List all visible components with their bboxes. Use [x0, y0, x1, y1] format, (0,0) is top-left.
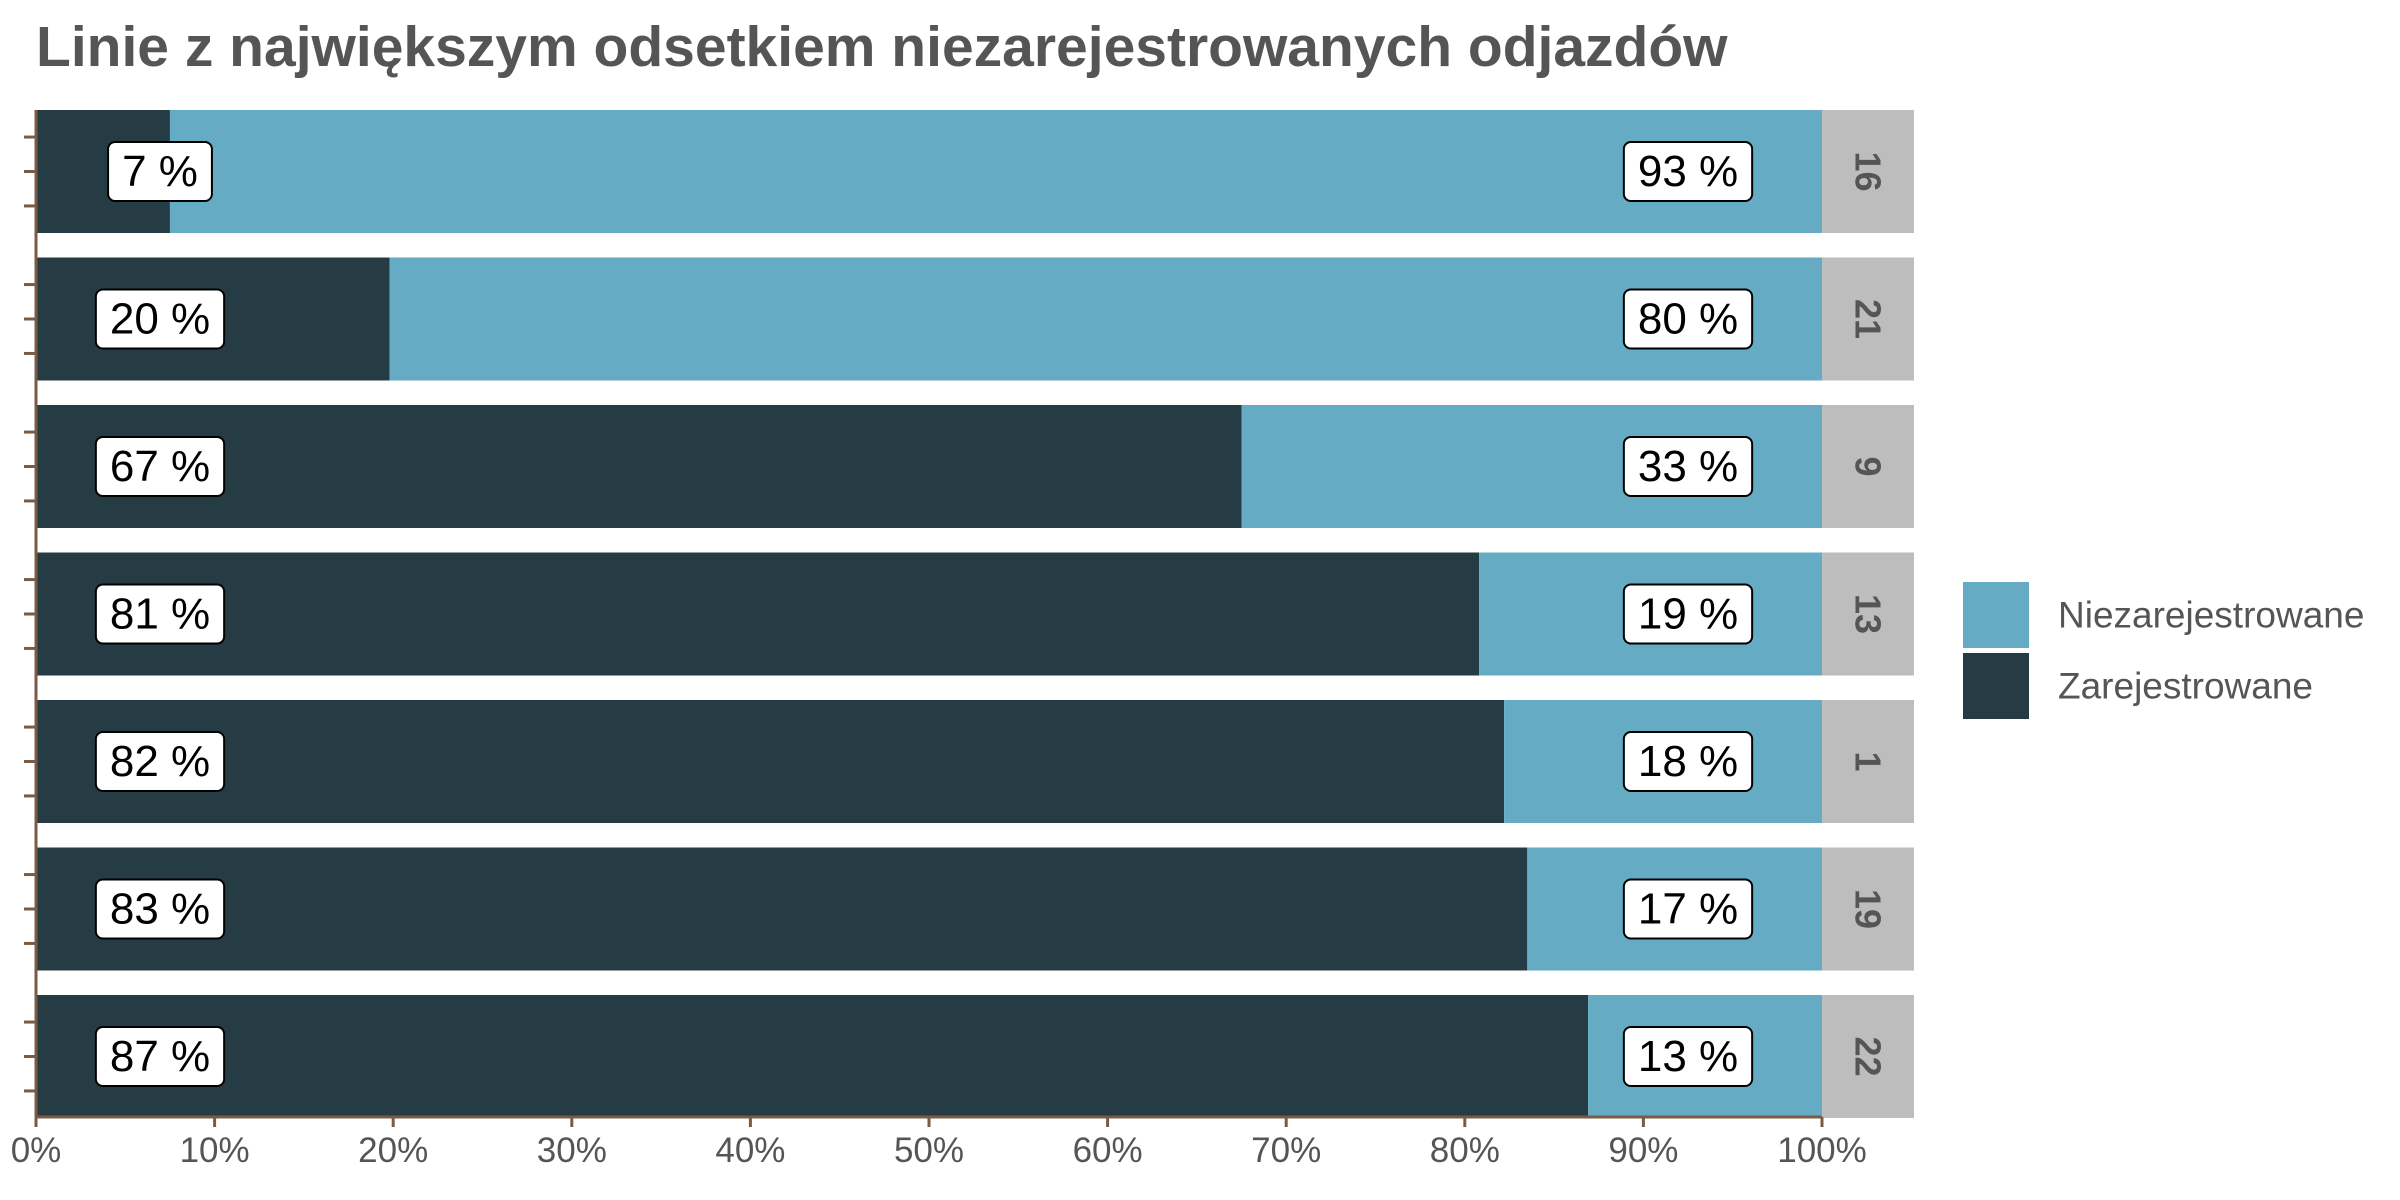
- facet-row: 13 81 % 19 %: [24, 552, 1914, 676]
- svg-text:93 %: 93 %: [1638, 147, 1738, 196]
- bar-niezarejestrowane: [169, 110, 1823, 233]
- facet-strip: [1822, 552, 1914, 676]
- x-tick-label: 20%: [358, 1131, 428, 1170]
- svg-text:81 %: 81 %: [110, 590, 210, 639]
- x-tick-label: 70%: [1251, 1131, 1321, 1170]
- x-tick-label: 0%: [11, 1131, 62, 1170]
- data-label-zarejestrowane: 7 %: [107, 141, 213, 202]
- facet-strip: [1822, 405, 1914, 528]
- facet-strip-label: 1: [1848, 751, 1889, 771]
- x-tick-label: 30%: [537, 1131, 607, 1170]
- data-label-zarejestrowane: 83 %: [94, 878, 226, 940]
- facet-strip: [1822, 995, 1914, 1118]
- bar-zarejestrowane: [36, 700, 1505, 823]
- facet-strip: [1822, 110, 1914, 233]
- svg-text:19 %: 19 %: [1638, 590, 1738, 639]
- chart-title: Linie z największym odsetkiem niezarejes…: [36, 15, 1728, 79]
- svg-text:82 %: 82 %: [110, 737, 210, 786]
- bar-zarejestrowane: [36, 995, 1589, 1118]
- svg-text:18 %: 18 %: [1638, 737, 1738, 786]
- x-tick-label: 50%: [894, 1131, 964, 1170]
- facet-strip: [1822, 257, 1914, 381]
- facet-row: 22 87 % 13 %: [24, 995, 1914, 1118]
- svg-text:17 %: 17 %: [1638, 885, 1738, 934]
- legend-label: Niezarejestrowane: [2058, 595, 2364, 636]
- svg-text:83 %: 83 %: [110, 885, 210, 934]
- data-label-niezarejestrowane: 80 %: [1622, 288, 1754, 350]
- facet-strip-label: 13: [1848, 594, 1889, 634]
- data-label-niezarejestrowane: 33 %: [1622, 436, 1754, 497]
- legend-swatch: [1963, 582, 2029, 648]
- svg-text:87 %: 87 %: [110, 1032, 210, 1081]
- bar-niezarejestrowane: [389, 257, 1823, 381]
- data-label-zarejestrowane: 87 %: [94, 1026, 226, 1087]
- facet-row: 9 67 % 33 %: [24, 405, 1914, 528]
- data-label-zarejestrowane: 81 %: [94, 583, 226, 645]
- svg-text:7 %: 7 %: [122, 147, 198, 196]
- facet-row: 19 83 % 17 %: [24, 847, 1914, 971]
- bar-zarejestrowane: [36, 552, 1480, 676]
- x-tick-label: 60%: [1073, 1131, 1143, 1170]
- facet-strip: [1822, 700, 1914, 823]
- facet-strip-label: 9: [1848, 456, 1889, 476]
- facet-strip-label: 19: [1848, 889, 1889, 929]
- x-tick-label: 90%: [1608, 1131, 1678, 1170]
- data-label-niezarejestrowane: 19 %: [1622, 583, 1754, 645]
- bar-zarejestrowane: [36, 405, 1242, 528]
- svg-text:20 %: 20 %: [110, 295, 210, 344]
- x-tick-label: 10%: [180, 1131, 250, 1170]
- data-label-zarejestrowane: 82 %: [94, 731, 226, 792]
- facet-strip-label: 22: [1848, 1036, 1889, 1076]
- facet-row: 1 82 % 18 %: [24, 700, 1914, 823]
- legend-item: Niezarejestrowane: [1963, 582, 2364, 648]
- chart-axes: 0% 10% 20% 30% 40% 50% 60% 70% 80% 90% 100%: [11, 110, 1867, 1170]
- data-label-niezarejestrowane: 13 %: [1622, 1026, 1754, 1087]
- chart-legend: Niezarejestrowane Zarejestrowane: [1963, 582, 2364, 719]
- legend-label: Zarejestrowane: [2058, 666, 2313, 707]
- x-tick-label: 40%: [715, 1131, 785, 1170]
- facet-row: 21 20 % 80 %: [24, 257, 1914, 381]
- data-label-niezarejestrowane: 93 %: [1622, 141, 1754, 202]
- facet-row: 16 7 % 93 %: [24, 110, 1914, 233]
- facet-strip-label: 21: [1848, 299, 1889, 339]
- bar-zarejestrowane: [36, 847, 1528, 971]
- facet-strip-label: 16: [1848, 151, 1889, 191]
- x-tick-label: 80%: [1430, 1131, 1500, 1170]
- legend-item: Zarejestrowane: [1963, 653, 2313, 719]
- x-tick-label: 100%: [1777, 1131, 1867, 1170]
- data-label-zarejestrowane: 20 %: [94, 288, 226, 350]
- data-label-niezarejestrowane: 18 %: [1622, 731, 1754, 792]
- facet-strip: [1822, 847, 1914, 971]
- svg-text:80 %: 80 %: [1638, 295, 1738, 344]
- data-label-niezarejestrowane: 17 %: [1622, 878, 1754, 940]
- svg-text:13 %: 13 %: [1638, 1032, 1738, 1081]
- svg-text:67 %: 67 %: [110, 442, 210, 491]
- legend-swatch: [1963, 653, 2029, 719]
- svg-text:33 %: 33 %: [1638, 442, 1738, 491]
- data-label-zarejestrowane: 67 %: [94, 436, 226, 497]
